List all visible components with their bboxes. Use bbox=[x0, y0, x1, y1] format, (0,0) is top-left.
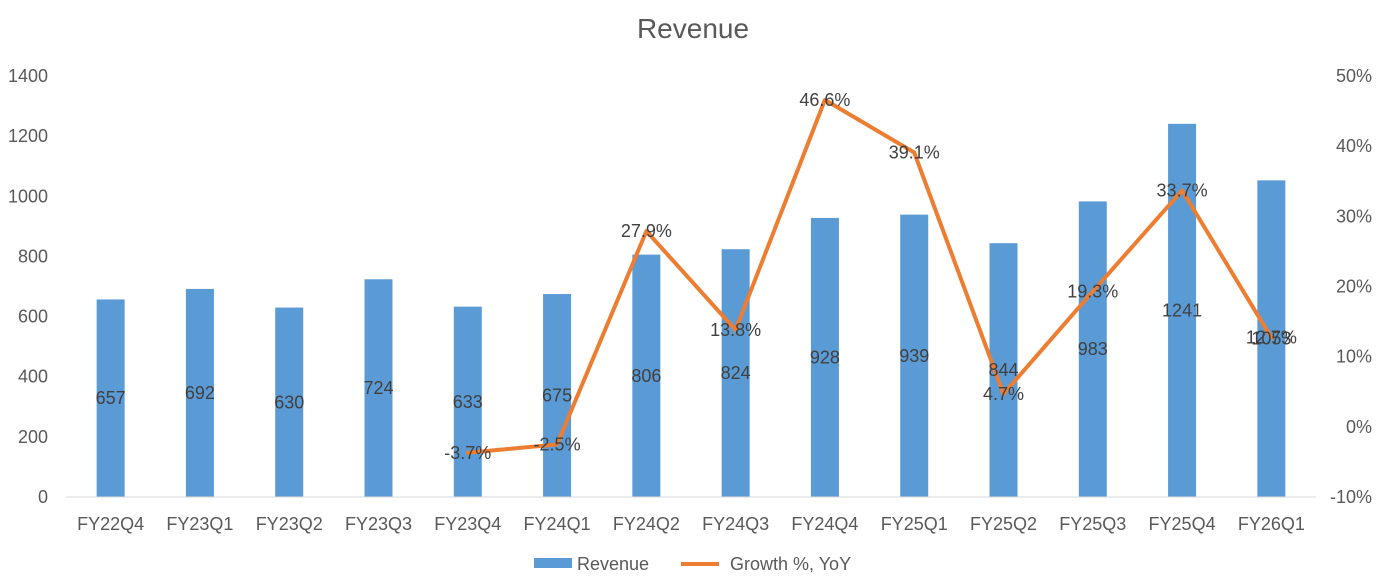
revenue-bar bbox=[1168, 123, 1197, 497]
revenue-bar bbox=[96, 299, 125, 497]
x-tick-label: FY24Q2 bbox=[613, 514, 680, 534]
axes-layer: 0 200 400 600 800 1000 1200 1400 -10% 0% 10% 20% 30%… bbox=[8, 66, 1372, 534]
left-y-tick-label: 1000 bbox=[8, 186, 48, 206]
left-y-tick-label: 400 bbox=[18, 367, 48, 387]
revenue-data-label: 844 bbox=[988, 360, 1018, 380]
right-y-tick-label: 50% bbox=[1336, 66, 1372, 86]
revenue-data-label: 1241 bbox=[1162, 300, 1202, 320]
right-y-tick-label: 40% bbox=[1336, 136, 1372, 156]
growth-data-label: 27.9% bbox=[621, 221, 672, 241]
revenue-data-label: 724 bbox=[363, 378, 393, 398]
growth-data-label: 46.6% bbox=[799, 90, 850, 110]
revenue-bar bbox=[453, 306, 482, 497]
growth-data-label: 39.1% bbox=[889, 142, 940, 162]
x-tick-label: FY24Q3 bbox=[702, 514, 769, 534]
revenue-data-label: 692 bbox=[185, 383, 215, 403]
growth-data-label: 19.3% bbox=[1067, 281, 1118, 301]
revenue-bar bbox=[810, 217, 839, 498]
x-tick-label: FY26Q1 bbox=[1238, 514, 1305, 534]
revenue-data-label: 824 bbox=[721, 363, 751, 383]
left-y-tick-label: 1400 bbox=[8, 66, 48, 86]
growth-data-label: 33.7% bbox=[1157, 180, 1208, 200]
x-tick-label: FY25Q3 bbox=[1059, 514, 1126, 534]
x-tick-label: FY23Q3 bbox=[345, 514, 412, 534]
growth-data-label: 12.7% bbox=[1246, 328, 1297, 348]
legend: Revenue Growth %, YoY bbox=[534, 554, 851, 574]
revenue-data-label: 630 bbox=[274, 392, 304, 412]
left-y-tick-label: 1200 bbox=[8, 126, 48, 146]
revenue-data-label: 928 bbox=[810, 347, 840, 367]
revenue-bar bbox=[275, 307, 304, 497]
revenue-bar bbox=[632, 254, 661, 497]
x-tick-label: FY22Q4 bbox=[77, 514, 144, 534]
x-tick-label: FY23Q2 bbox=[256, 514, 323, 534]
left-y-tick-label: 200 bbox=[18, 427, 48, 447]
revenue-bar bbox=[543, 294, 572, 497]
x-tick-label: FY25Q1 bbox=[881, 514, 948, 534]
left-y-tick-label: 600 bbox=[18, 307, 48, 327]
revenue-data-label: 633 bbox=[453, 392, 483, 412]
line-layer bbox=[465, 97, 1274, 455]
legend-revenue-swatch bbox=[534, 558, 572, 568]
growth-data-label: -3.7% bbox=[444, 443, 491, 463]
revenue-data-label: 939 bbox=[899, 346, 929, 366]
x-tick-label: FY24Q1 bbox=[524, 514, 591, 534]
data-labels-layer: 657 692 630 724 633 675 806 824 928 939 844 983 1241… bbox=[96, 90, 1297, 463]
x-tick-label: FY24Q4 bbox=[791, 514, 858, 534]
revenue-data-label: 1053 bbox=[1251, 329, 1291, 349]
left-y-tick-label: 0 bbox=[38, 487, 48, 507]
right-y-tick-label: 10% bbox=[1336, 347, 1372, 367]
growth-data-label: 13.8% bbox=[710, 320, 761, 340]
legend-growth-label: Growth %, YoY bbox=[730, 554, 851, 574]
growth-data-label: -2.5% bbox=[534, 434, 581, 454]
revenue-data-label: 675 bbox=[542, 386, 572, 406]
bars-layer bbox=[96, 123, 1286, 498]
growth-line bbox=[465, 97, 1274, 455]
left-y-tick-label: 800 bbox=[18, 246, 48, 266]
right-y-tick-label: 20% bbox=[1336, 277, 1372, 297]
revenue-bar bbox=[721, 249, 750, 497]
right-y-tick-label: 30% bbox=[1336, 206, 1372, 226]
revenue-bar bbox=[900, 214, 929, 498]
right-y-tick-label: 0% bbox=[1346, 417, 1372, 437]
revenue-data-label: 806 bbox=[631, 366, 661, 386]
revenue-bar bbox=[364, 279, 393, 497]
x-tick-label: FY23Q1 bbox=[166, 514, 233, 534]
right-y-tick-label: -10% bbox=[1330, 487, 1372, 507]
revenue-data-label: 983 bbox=[1078, 339, 1108, 359]
revenue-data-label: 657 bbox=[96, 388, 126, 408]
chart-title: Revenue bbox=[637, 13, 749, 44]
legend-revenue-label: Revenue bbox=[577, 554, 649, 574]
x-tick-label: FY23Q4 bbox=[434, 514, 501, 534]
x-tick-label: FY25Q4 bbox=[1149, 514, 1216, 534]
revenue-bar bbox=[185, 288, 214, 497]
revenue-bar bbox=[1078, 201, 1107, 497]
x-tick-label: FY25Q2 bbox=[970, 514, 1037, 534]
growth-data-label: 4.7% bbox=[983, 384, 1024, 404]
